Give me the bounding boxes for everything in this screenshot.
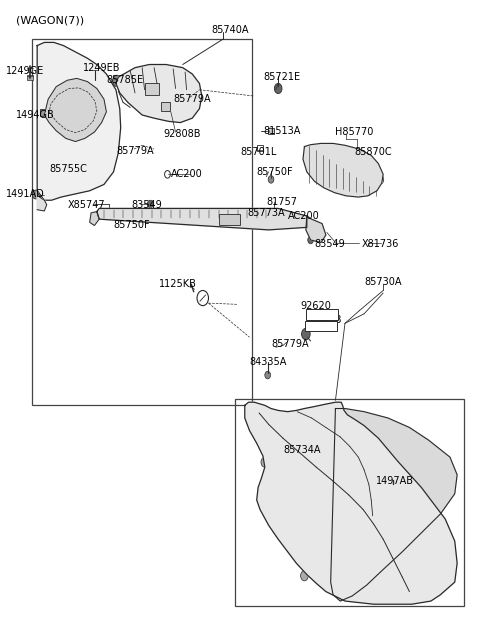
Bar [161, 102, 170, 111]
Circle shape [300, 571, 308, 581]
Bar [306, 309, 338, 320]
Circle shape [147, 200, 153, 208]
Circle shape [265, 372, 271, 379]
Bar [218, 214, 240, 226]
Text: 85734A: 85734A [283, 444, 321, 455]
Circle shape [268, 176, 274, 183]
Bar [144, 84, 159, 95]
Polygon shape [90, 212, 99, 226]
Text: AC200: AC200 [171, 169, 203, 179]
Text: 85740A: 85740A [211, 25, 249, 35]
Circle shape [301, 328, 310, 340]
Circle shape [254, 403, 262, 413]
Polygon shape [116, 65, 202, 122]
Text: 81513A: 81513A [264, 126, 301, 136]
Text: 85750F: 85750F [114, 221, 150, 231]
Bar [27, 75, 33, 81]
Text: 85721E: 85721E [264, 72, 301, 82]
Polygon shape [37, 42, 120, 200]
Text: 85779A: 85779A [271, 339, 309, 349]
Text: (WAGON(7)): (WAGON(7)) [16, 15, 84, 25]
Polygon shape [37, 191, 47, 211]
Text: X85747: X85747 [68, 200, 106, 210]
Text: AC200: AC200 [288, 211, 320, 221]
Text: 1494GB: 1494GB [16, 110, 54, 120]
Polygon shape [303, 143, 383, 197]
Text: 1497AB: 1497AB [376, 476, 414, 486]
Text: 85755C: 85755C [49, 164, 87, 174]
Polygon shape [44, 79, 107, 141]
Text: 1125KB: 1125KB [159, 278, 197, 288]
Text: 85779A: 85779A [173, 94, 211, 104]
Text: H85770: H85770 [336, 127, 374, 137]
Polygon shape [245, 402, 457, 604]
Text: X81736: X81736 [362, 240, 399, 249]
Circle shape [261, 457, 269, 467]
Circle shape [308, 236, 313, 244]
Text: 18645B: 18645B [305, 315, 342, 325]
Text: 1491AD: 1491AD [6, 189, 45, 199]
Circle shape [275, 84, 282, 94]
Text: 1249GE: 1249GE [6, 66, 45, 76]
Bar [257, 145, 264, 151]
Text: 85701L: 85701L [240, 146, 276, 157]
Bar [33, 39, 252, 405]
Text: 85730A: 85730A [364, 277, 402, 287]
Text: 92620: 92620 [300, 301, 331, 311]
Circle shape [33, 190, 39, 199]
Text: 85785E: 85785E [107, 75, 144, 86]
Polygon shape [331, 408, 457, 601]
Polygon shape [97, 209, 307, 230]
Text: 85750F: 85750F [257, 167, 293, 177]
Bar [39, 108, 47, 116]
Bar [305, 321, 337, 331]
Bar [235, 399, 464, 606]
Text: 1249EB: 1249EB [83, 63, 120, 73]
Text: 85779A: 85779A [116, 146, 154, 156]
Circle shape [270, 498, 277, 508]
Circle shape [113, 75, 121, 87]
Text: 83549: 83549 [314, 240, 345, 249]
Text: 84335A: 84335A [250, 358, 287, 368]
Bar [268, 127, 275, 134]
Text: 83549: 83549 [131, 200, 162, 210]
Text: 92808B: 92808B [164, 129, 201, 139]
Text: 81757: 81757 [266, 197, 297, 207]
Text: 85870C: 85870C [355, 146, 392, 157]
Text: 85773A: 85773A [247, 208, 285, 218]
Polygon shape [306, 216, 326, 243]
Circle shape [282, 529, 288, 536]
